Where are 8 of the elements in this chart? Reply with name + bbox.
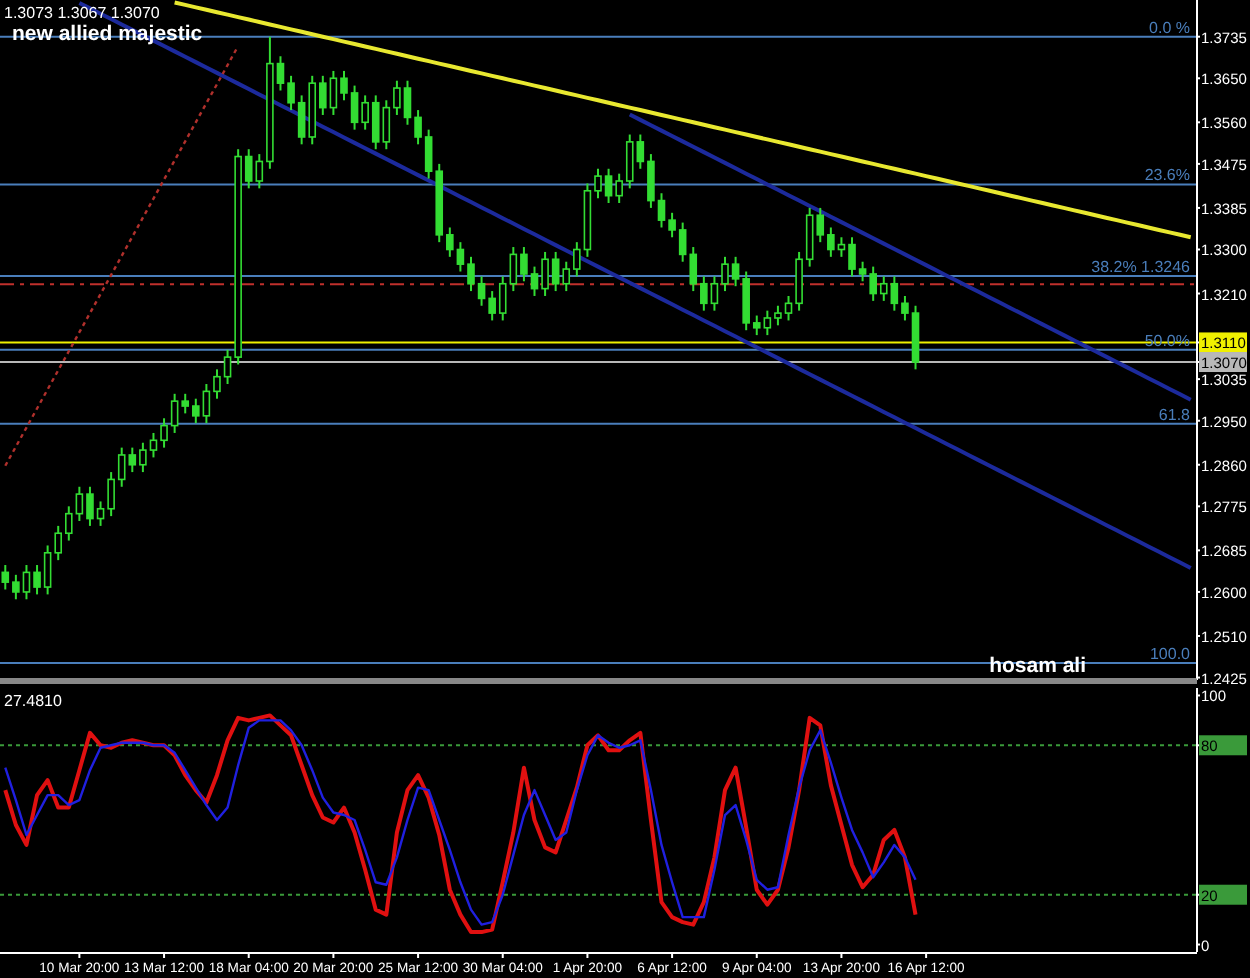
annotation: 100.0 <box>1149 644 1192 663</box>
chart-title: 27.4810 <box>4 692 63 710</box>
annotation: 0.0 % <box>1149 18 1190 37</box>
annotation: 61.8 <box>1158 405 1192 424</box>
line-series <box>627 112 1193 402</box>
line-series <box>4 44 240 467</box>
annotation: 23.6% <box>1144 166 1190 185</box>
annotation: 38.2% 1.3246 <box>1091 257 1192 276</box>
